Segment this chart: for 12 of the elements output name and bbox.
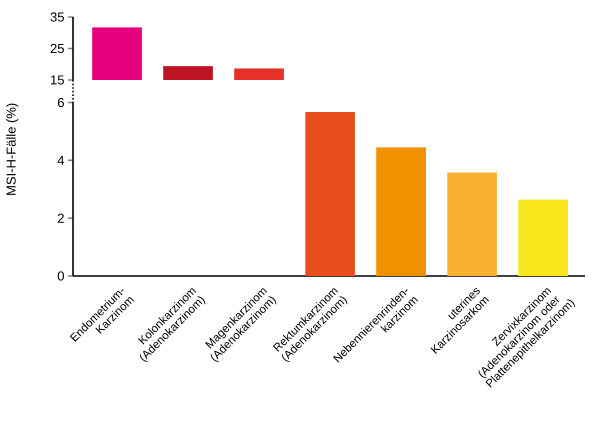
bar (447, 172, 497, 276)
y-axis-title: MSI-H-Fälle (%) (6, 104, 18, 195)
y-tick-label: 2 (58, 214, 64, 223)
y-tick-label: 15 (51, 75, 64, 85)
y-tick-label: 25 (50, 44, 64, 54)
y-tick-label: 6 (58, 98, 64, 108)
y-tick-label: 0 (58, 271, 64, 281)
y-tick-label: 4 (58, 156, 64, 165)
bar (518, 200, 568, 276)
bar (305, 112, 355, 276)
y-tick-label: 35 (50, 12, 64, 22)
bar (376, 147, 426, 276)
